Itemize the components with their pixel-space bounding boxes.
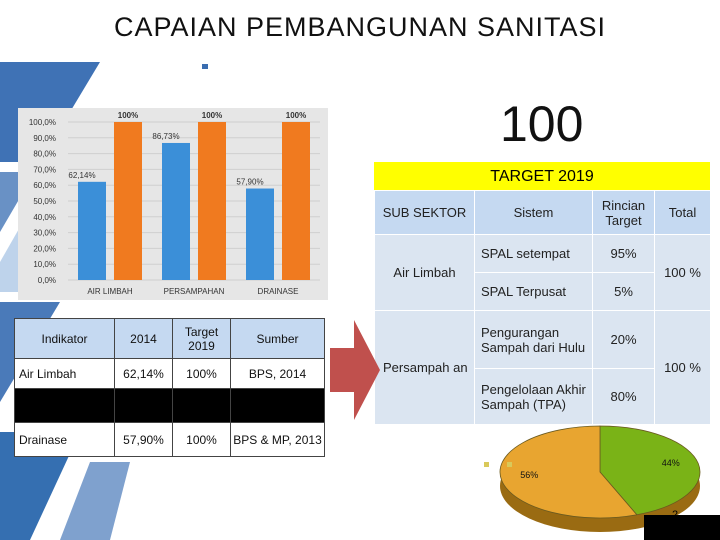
total-cell: 100 % <box>654 234 711 311</box>
target-cell: 80% <box>592 368 655 425</box>
indicator-cell: Air Limbah <box>14 358 115 389</box>
y-tick-label: 0,0% <box>38 276 56 285</box>
indicator-cell: Drainase <box>14 422 115 457</box>
data-label: 57,90% <box>236 178 263 187</box>
x-tick-label: PERSAMPAHAN <box>164 287 225 296</box>
pie-label: 56% <box>520 470 538 480</box>
bar <box>198 122 226 280</box>
big-number: 100 <box>500 96 584 152</box>
bar <box>78 181 106 280</box>
header-2014: 2014 <box>114 318 173 359</box>
bar-chart: 0,0% 10,0% 20,0% 30,0% 40,0% 50,0% 60,0% 70,0% 8… <box>18 108 328 300</box>
target-cell: 20% <box>592 310 655 369</box>
target-cell: 100% <box>172 358 231 389</box>
y-tick-label: 60,0% <box>33 181 56 190</box>
y-tick-label: 40,0% <box>33 213 56 222</box>
target-cell: 95% <box>592 234 655 273</box>
arrow-right-icon <box>330 320 380 420</box>
header-indikator: Indikator <box>14 318 115 359</box>
pie-group: 44% 56% <box>499 425 701 532</box>
y-tick-label: 20,0% <box>33 244 56 253</box>
source-cell: BPS, 2014 <box>230 358 325 389</box>
sector-persampahan: Persampah an <box>374 310 475 425</box>
y-tick-label: 80,0% <box>33 150 56 159</box>
bar-chart-svg: 0,0% 10,0% 20,0% 30,0% 40,0% 50,0% 60,0% 70,0% 8… <box>29 111 320 296</box>
legend-marker <box>484 462 489 467</box>
header-sistem: Sistem <box>474 190 593 235</box>
data-label: 62,14% <box>68 171 95 180</box>
source-cell: BPS & MP, 2013 <box>230 422 325 457</box>
small-marker <box>202 64 208 69</box>
y-tick-label: 10,0% <box>33 260 56 269</box>
data-label: 100% <box>286 111 306 120</box>
redacted-cell <box>172 388 231 423</box>
bar <box>246 188 274 280</box>
header-sub-sektor: SUB SEKTOR <box>374 190 475 235</box>
page-number: 2 <box>644 509 720 540</box>
x-tick-label: AIR LIMBAH <box>87 287 133 296</box>
y-tick-label: 30,0% <box>33 229 56 238</box>
header-sumber: Sumber <box>230 318 325 359</box>
target-cell: 100% <box>172 422 231 457</box>
page-number-label: 2 <box>672 509 679 521</box>
system-cell: SPAL setempat <box>474 234 593 273</box>
header-target-2019: Target 2019 <box>172 318 231 359</box>
total-cell: 100 % <box>654 310 711 425</box>
bar <box>282 122 310 280</box>
redacted-cell <box>114 388 173 423</box>
system-cell: Pengelolaan Akhir Sampah (TPA) <box>474 368 593 425</box>
bar <box>162 142 190 280</box>
pie-slice <box>599 425 701 516</box>
system-cell: Pengurangan Sampah dari Hulu <box>474 310 593 369</box>
target-table: SUB SEKTOR Sistem Rincian Target Total A… <box>374 190 711 425</box>
bar <box>114 122 142 280</box>
pie-chart: 44% 56% <box>484 425 701 532</box>
y-tick-label: 90,0% <box>33 134 56 143</box>
data-label: 100% <box>202 111 222 120</box>
x-tick-label: DRAINASE <box>258 287 299 296</box>
system-cell: SPAL Terpusat <box>474 272 593 311</box>
sector-air-limbah: Air Limbah <box>374 234 475 311</box>
y-tick-label: 100,0% <box>29 118 56 127</box>
header-total: Total <box>654 190 711 235</box>
y-tick-label: 50,0% <box>33 197 56 206</box>
header-rincian-target: Rincian Target <box>592 190 655 235</box>
pie-label: 44% <box>662 458 680 468</box>
data-label: 100% <box>118 111 138 120</box>
data-label: 86,73% <box>152 132 179 141</box>
y-tick-label: 70,0% <box>33 165 56 174</box>
target-cell: 5% <box>592 272 655 311</box>
value-2014-cell: 62,14% <box>114 358 173 389</box>
value-2014-cell: 57,90% <box>114 422 173 457</box>
indicator-table: Indikator 2014 Target 2019 Sumber Air Li… <box>14 318 325 457</box>
redacted-cell <box>14 388 115 423</box>
page-title: CAPAIAN PEMBANGUNAN SANITASI <box>113 12 607 42</box>
legend-marker <box>507 462 512 467</box>
target-banner: TARGET 2019 <box>374 162 710 190</box>
redacted-cell <box>230 388 325 423</box>
pie-slice <box>499 425 638 519</box>
